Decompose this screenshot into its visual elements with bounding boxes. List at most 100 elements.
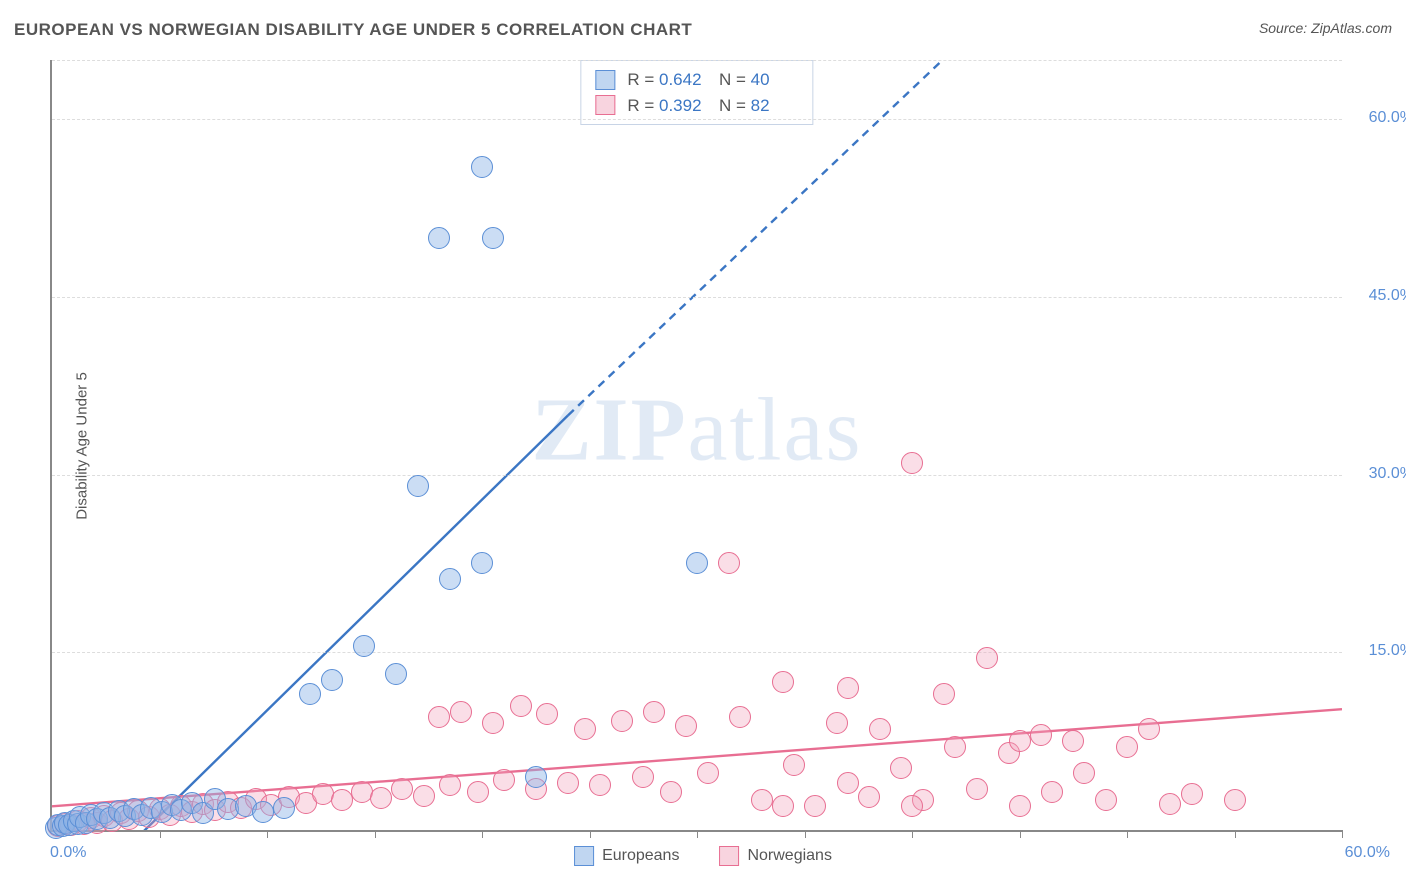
data-point-norwegian [837, 772, 859, 794]
gridline [52, 60, 1342, 61]
data-point-norwegian [428, 706, 450, 728]
data-point-norwegian [783, 754, 805, 776]
data-point-european [252, 801, 274, 823]
y-tick-label: 45.0% [1354, 287, 1406, 305]
x-tick [912, 830, 913, 838]
x-tick [1020, 830, 1021, 838]
data-point-norwegian [804, 795, 826, 817]
gridline [52, 652, 1342, 653]
x-tick [160, 830, 161, 838]
data-point-norwegian [751, 789, 773, 811]
data-point-norwegian [510, 695, 532, 717]
x-tick [697, 830, 698, 838]
x-tick [1342, 830, 1343, 838]
x-tick [375, 830, 376, 838]
data-point-norwegian [370, 787, 392, 809]
data-point-norwegian [450, 701, 472, 723]
data-point-norwegian [675, 715, 697, 737]
x-tick [267, 830, 268, 838]
watermark: ZIPatlas [532, 378, 863, 481]
y-tick-label: 60.0% [1354, 109, 1406, 127]
data-point-norwegian [858, 786, 880, 808]
data-point-european [385, 663, 407, 685]
data-point-norwegian [439, 774, 461, 796]
data-point-norwegian [869, 718, 891, 740]
data-point-norwegian [1009, 730, 1031, 752]
x-tick [1127, 830, 1128, 838]
data-point-norwegian [1095, 789, 1117, 811]
data-point-norwegian [643, 701, 665, 723]
data-point-norwegian [944, 736, 966, 758]
data-point-norwegian [391, 778, 413, 800]
data-point-norwegian [482, 712, 504, 734]
x-tick [590, 830, 591, 838]
data-point-norwegian [718, 552, 740, 574]
data-point-norwegian [467, 781, 489, 803]
data-point-norwegian [1041, 781, 1063, 803]
legend-label-norwegians: Norwegians [747, 847, 831, 865]
source-attribution: Source: ZipAtlas.com [1259, 20, 1392, 36]
data-point-european [471, 552, 493, 574]
legend-swatch-europeans-icon [574, 846, 594, 866]
legend-label-europeans: Europeans [602, 847, 679, 865]
data-point-european [273, 797, 295, 819]
data-point-european [471, 156, 493, 178]
euro-r: 0.642 [659, 67, 707, 93]
data-point-norwegian [772, 671, 794, 693]
data-point-norwegian [1224, 789, 1246, 811]
y-tick-label: 30.0% [1354, 465, 1406, 483]
data-point-european [407, 475, 429, 497]
data-point-norwegian [729, 706, 751, 728]
data-point-norwegian [697, 762, 719, 784]
euro-n: 40 [751, 67, 799, 93]
bottom-legend: Europeans Norwegians [574, 846, 832, 866]
x-tick [805, 830, 806, 838]
data-point-norwegian [837, 677, 859, 699]
data-point-norwegian [1159, 793, 1181, 815]
x-tick [1235, 830, 1236, 838]
data-point-norwegian [536, 703, 558, 725]
norw-r: 0.392 [659, 93, 707, 119]
plot-area: ZIPatlas R = 0.642 N = 40 R = 0.392 N = … [50, 60, 1342, 832]
data-point-norwegian [890, 757, 912, 779]
data-point-norwegian [933, 683, 955, 705]
data-point-european [428, 227, 450, 249]
data-point-european [525, 766, 547, 788]
x-tick [482, 830, 483, 838]
data-point-norwegian [826, 712, 848, 734]
data-point-norwegian [976, 647, 998, 669]
norw-n: 82 [751, 93, 799, 119]
data-point-norwegian [901, 795, 923, 817]
swatch-norwegians-icon [595, 95, 615, 115]
data-point-norwegian [1181, 783, 1203, 805]
data-point-norwegian [589, 774, 611, 796]
data-point-european [299, 683, 321, 705]
chart-title: EUROPEAN VS NORWEGIAN DISABILITY AGE UND… [14, 20, 692, 39]
data-point-norwegian [413, 785, 435, 807]
data-point-european [686, 552, 708, 574]
data-point-norwegian [574, 718, 596, 740]
data-point-european [321, 669, 343, 691]
data-point-norwegian [493, 769, 515, 791]
stats-row-europeans: R = 0.642 N = 40 [595, 67, 798, 93]
gridline [52, 297, 1342, 298]
data-point-norwegian [611, 710, 633, 732]
gridline [52, 475, 1342, 476]
legend-item-europeans: Europeans [574, 846, 679, 866]
data-point-norwegian [966, 778, 988, 800]
data-point-european [482, 227, 504, 249]
gridline [52, 119, 1342, 120]
data-point-norwegian [901, 452, 923, 474]
data-point-norwegian [1138, 718, 1160, 740]
data-point-norwegian [632, 766, 654, 788]
stats-legend-box: R = 0.642 N = 40 R = 0.392 N = 82 [580, 60, 813, 125]
x-axis-max-label: 60.0% [1345, 844, 1390, 862]
legend-swatch-norwegians-icon [719, 846, 739, 866]
data-point-norwegian [1030, 724, 1052, 746]
data-point-norwegian [772, 795, 794, 817]
x-axis-origin-label: 0.0% [50, 844, 86, 862]
data-point-norwegian [1062, 730, 1084, 752]
trend-line [121, 415, 568, 830]
data-point-norwegian [1116, 736, 1138, 758]
swatch-europeans-icon [595, 70, 615, 90]
